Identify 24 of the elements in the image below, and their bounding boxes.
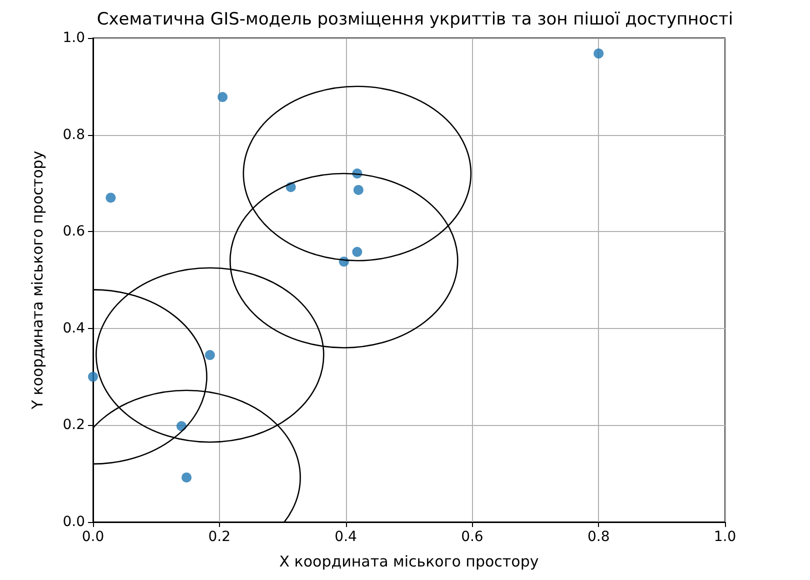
x-tick-label: 0.8	[587, 529, 610, 545]
point	[218, 92, 228, 102]
y-tick-label: 0.4	[62, 320, 86, 336]
x-axis-title: X координата міського простору	[279, 552, 539, 570]
y-tick-label: 0.0	[62, 514, 85, 530]
point	[106, 192, 116, 203]
x-tick-label: 0.0	[82, 529, 104, 545]
point	[176, 421, 186, 432]
point	[182, 472, 192, 482]
point	[204, 350, 215, 360]
x-tick-label: 0.4	[334, 529, 358, 545]
y-tick-label: 0.8	[62, 126, 85, 143]
y-axis-title: Y координата міського простору	[28, 150, 46, 410]
y-tick-label: 0.2	[62, 417, 85, 434]
x-tick-label: 0.6	[461, 529, 484, 545]
point	[352, 246, 362, 257]
point	[594, 48, 604, 58]
y-tick-label: 0.6	[62, 224, 86, 240]
x-tick-label: 1.0	[714, 529, 736, 545]
y-tick-label: 1.0	[62, 30, 85, 46]
point	[88, 372, 98, 382]
x-tick-label: 0.2	[208, 529, 231, 545]
chart-title: Схематична GIS-модель розміщення укриттів та зон пішої доступності	[96, 10, 734, 30]
point	[353, 184, 364, 195]
